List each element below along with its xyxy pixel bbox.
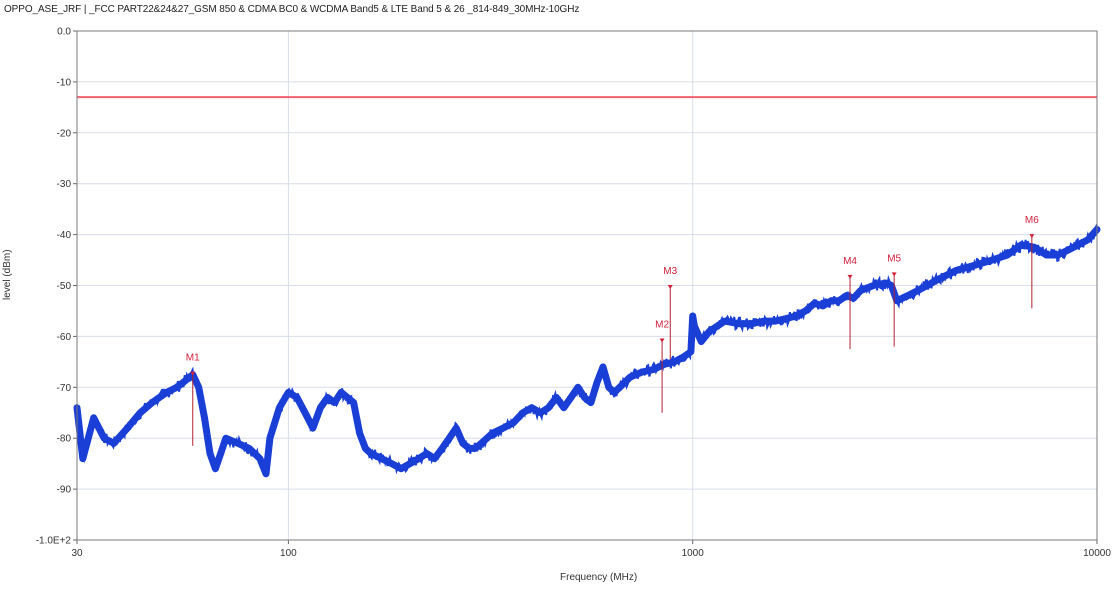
marker-label: M3 <box>663 266 677 277</box>
marker-point <box>667 285 673 290</box>
axes: 0.0 -10 -20 -30 -40 -50 -60 -70 -80 -90 -1.0E+230 1… <box>36 27 1112 560</box>
x-tick-label: 100 <box>280 548 297 559</box>
marker-point <box>1029 234 1035 239</box>
series-noise <box>76 224 1098 475</box>
chart-title: OPPO_ASE_JRF | _FCC PART22&24&27_GSM 850… <box>4 4 580 15</box>
marker-point <box>659 338 665 343</box>
y-tick-label: -90 <box>57 485 72 496</box>
x-tick-label: 1000 <box>682 548 705 559</box>
y-tick-label: 0.0 <box>57 27 71 38</box>
y-tick-label: -70 <box>57 383 72 394</box>
x-tick-label: 10000 <box>1083 548 1111 559</box>
x-tick-label: 30 <box>71 548 83 559</box>
marker-label: M6 <box>1025 215 1039 226</box>
y-tick-label: -1.0E+2 <box>36 536 72 547</box>
y-tick-label: -40 <box>57 230 72 241</box>
marker-group: M1 M2 M3 M4 M5 M6 <box>186 215 1039 446</box>
series-group <box>73 224 1101 478</box>
y-tick-label: -30 <box>57 179 72 190</box>
marker-point <box>847 274 853 279</box>
plot-frame <box>76 30 1098 541</box>
marker-label: M2 <box>655 319 669 330</box>
y-tick-label: -50 <box>57 281 72 292</box>
y-tick-label: -80 <box>57 434 72 445</box>
marker-label: M5 <box>887 253 901 264</box>
y-tick-label: -20 <box>57 128 72 139</box>
y-tick-label: -10 <box>57 77 72 88</box>
marker-point <box>891 272 897 277</box>
marker-label: M4 <box>843 256 857 267</box>
series-line <box>73 226 1101 478</box>
marker-label: M1 <box>186 353 200 364</box>
grid <box>77 31 1097 540</box>
y-tick-label: -60 <box>57 332 72 343</box>
marker-point <box>190 371 196 376</box>
x-axis-label: Frequency (MHz) <box>560 572 638 583</box>
